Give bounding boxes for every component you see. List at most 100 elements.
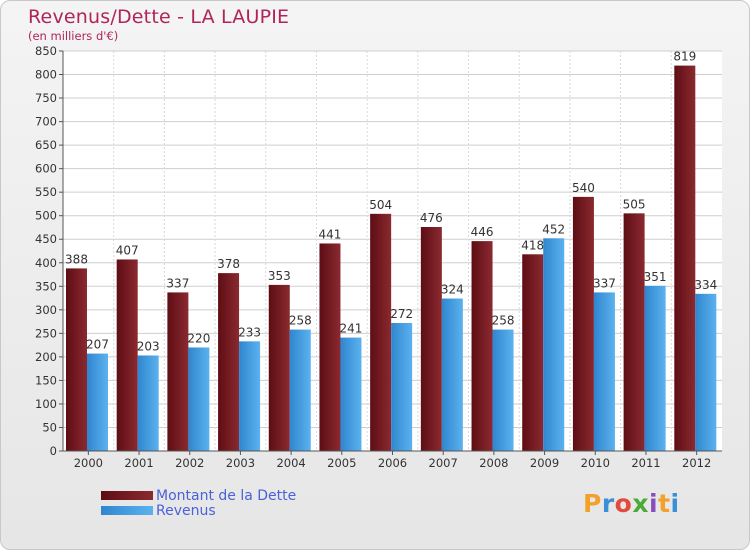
bar-revenue	[239, 341, 261, 451]
x-tick-label: 2005	[327, 456, 356, 470]
bar-debt	[623, 213, 645, 451]
bar-revenue	[492, 329, 514, 451]
x-tick-label: 2000	[74, 456, 103, 470]
y-tick-label: 500	[35, 209, 57, 223]
legend-item-debt: Montant de la Dette	[101, 487, 297, 504]
x-tick-label: 2011	[631, 456, 660, 470]
y-tick-label: 650	[35, 138, 57, 152]
y-tick-label: 800	[35, 68, 57, 82]
data-label-revenue: 452	[542, 222, 565, 236]
legend-label-debt: Montant de la Dette	[156, 487, 297, 504]
y-tick-label: 700	[35, 115, 57, 129]
data-label-debt: 418	[521, 238, 544, 252]
y-tick-label: 250	[35, 326, 57, 340]
chart-subtitle: (en milliers d'€)	[28, 29, 119, 43]
data-label-revenue: 258	[492, 314, 515, 328]
bar-debt	[572, 196, 594, 451]
logo-letter: o	[614, 489, 633, 518]
legend-label-revenue: Revenus	[156, 502, 216, 519]
bar-debt	[167, 292, 189, 451]
data-label-revenue: 203	[137, 339, 160, 353]
bar-debt	[370, 213, 392, 451]
y-tick-label: 400	[35, 256, 57, 270]
bar-revenue	[340, 337, 362, 451]
x-tick-label: 2012	[682, 456, 711, 470]
data-label-debt: 388	[65, 252, 88, 266]
bar-revenue	[137, 355, 159, 451]
data-label-revenue: 324	[441, 283, 464, 297]
bar-debt	[522, 254, 544, 451]
data-label-revenue: 258	[289, 314, 312, 328]
bar-revenue	[593, 292, 615, 451]
y-tick-label: 550	[35, 185, 57, 199]
bar-debt	[116, 259, 138, 451]
data-label-revenue: 337	[593, 276, 616, 290]
bar-debt	[218, 273, 240, 451]
bar-revenue	[289, 329, 311, 451]
y-tick-label: 850	[35, 44, 57, 58]
data-label-revenue: 220	[187, 331, 210, 345]
bar-revenue	[543, 238, 565, 451]
x-tick-label: 2010	[581, 456, 610, 470]
bar-debt	[420, 227, 442, 451]
y-tick-label: 100	[35, 397, 57, 411]
bar-debt	[471, 241, 493, 451]
data-label-debt: 446	[471, 225, 494, 239]
bar-debt	[319, 243, 341, 451]
data-label-revenue: 241	[340, 322, 363, 336]
legend-item-revenue: Revenus	[101, 502, 296, 519]
bar-debt	[674, 65, 696, 452]
data-label-debt: 504	[369, 198, 392, 212]
data-label-debt: 441	[319, 227, 342, 241]
logo-letter: i	[649, 489, 659, 518]
y-tick-label: 450	[35, 232, 57, 246]
y-tick-label: 750	[35, 91, 57, 105]
y-tick-label: 200	[35, 350, 57, 364]
legend-swatch-revenue	[101, 506, 153, 515]
data-label-debt: 378	[217, 257, 240, 271]
logo-letter: P	[583, 489, 602, 518]
x-tick-label: 2001	[124, 456, 153, 470]
legend: Montant de la Dette Revenus	[101, 487, 297, 519]
x-tick-label: 2007	[429, 456, 458, 470]
bar-debt	[268, 284, 290, 451]
x-tick-label: 2002	[175, 456, 204, 470]
data-label-revenue: 351	[644, 270, 667, 284]
x-tick-label: 2006	[378, 456, 407, 470]
bar-revenue	[441, 298, 463, 451]
y-tick-label: 50	[42, 420, 57, 434]
logo-letter: t	[658, 489, 671, 518]
data-label-revenue: 272	[390, 307, 413, 321]
legend-swatch-debt	[101, 491, 153, 500]
bar-revenue	[644, 285, 666, 451]
logo-letter: x	[632, 489, 649, 518]
data-label-revenue: 207	[86, 338, 109, 352]
y-tick-label: 300	[35, 303, 57, 317]
y-tick-label: 0	[50, 444, 57, 458]
chart-title: Revenus/Dette - LA LAUPIE	[28, 6, 290, 28]
data-label-debt: 819	[673, 50, 696, 64]
x-tick-label: 2008	[479, 456, 508, 470]
data-label-revenue: 233	[238, 325, 261, 339]
bar-revenue	[695, 293, 717, 451]
data-label-debt: 540	[572, 181, 595, 195]
data-label-debt: 407	[116, 243, 139, 257]
proxiti-logo: Proxiti	[583, 489, 680, 518]
bar-revenue	[391, 323, 413, 451]
data-label-debt: 353	[268, 269, 291, 283]
bar-revenue	[87, 353, 108, 451]
bar-revenue	[188, 347, 210, 451]
logo-letter: i	[670, 489, 680, 518]
y-tick-label: 600	[35, 162, 57, 176]
data-label-debt: 337	[166, 276, 189, 290]
x-tick-label: 2003	[226, 456, 255, 470]
data-label-debt: 476	[420, 211, 443, 225]
y-tick-label: 150	[35, 373, 57, 387]
x-tick-label: 2004	[276, 456, 305, 470]
data-label-debt: 505	[623, 197, 646, 211]
x-tick-label: 2009	[530, 456, 559, 470]
bar-debt	[66, 268, 87, 451]
data-label-revenue: 334	[694, 278, 717, 292]
